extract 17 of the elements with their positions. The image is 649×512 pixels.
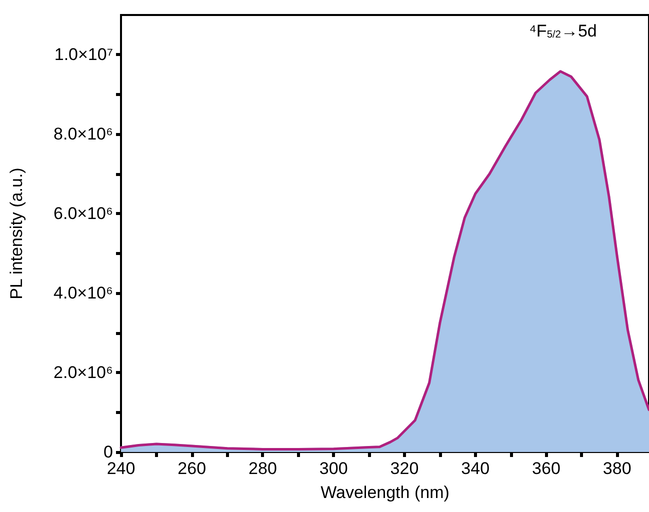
- y-tick-label: 4.0×10⁶: [54, 284, 113, 303]
- x-tick-label: 320: [390, 459, 419, 478]
- y-tick-label: 8.0×10⁶: [54, 124, 113, 144]
- x-axis-title: Wavelength (nm): [320, 483, 450, 502]
- x-tick-label: 280: [248, 459, 277, 478]
- x-tick-label: 300: [319, 459, 348, 478]
- y-tick-label: 1.0×10⁷: [54, 45, 113, 64]
- x-tick-label: 240: [106, 459, 136, 478]
- x-tick-label: 380: [602, 459, 632, 478]
- y-tick-label: 0: [104, 442, 113, 462]
- x-tick-label: 260: [178, 459, 206, 478]
- y-tick-label: 6.0×10⁶: [54, 204, 113, 224]
- x-tick-label: 360: [532, 459, 560, 478]
- annotation: ⁴F5/2→5d: [529, 21, 597, 40]
- x-tick-label: 340: [461, 459, 490, 478]
- y-tick-label: 2.0×10⁶: [54, 363, 113, 382]
- y-axis-title: PL intensity (a.u.): [7, 168, 26, 300]
